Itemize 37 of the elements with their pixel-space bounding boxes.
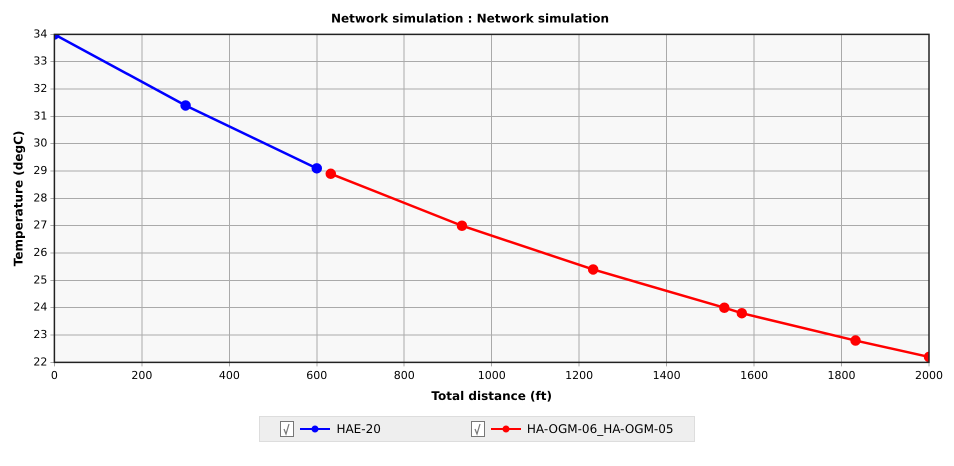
point xyxy=(326,168,336,180)
legend-label: HA-OGM-06_HA-OGM-05 xyxy=(526,422,674,436)
y-tick-label: 25 xyxy=(33,273,48,286)
x-tick-label: 0 xyxy=(50,368,58,382)
x-axis-title: Total distance (ft) xyxy=(431,388,552,403)
y-tick-label: 32 xyxy=(33,82,48,95)
y-tick-label: 30 xyxy=(33,136,48,150)
y-tick-label: 26 xyxy=(33,246,48,259)
y-tick-label: 22 xyxy=(33,355,48,368)
point xyxy=(456,220,468,231)
x-tick-label: 1400 xyxy=(652,368,681,382)
point xyxy=(180,100,191,111)
x-tick-label: 1600 xyxy=(740,368,768,382)
y-tick-label: 27 xyxy=(33,218,48,232)
point xyxy=(736,308,748,318)
point xyxy=(719,302,730,313)
x-tick-label: 200 xyxy=(131,368,152,382)
x-tick-label: 400 xyxy=(218,368,240,382)
x-tick-label: 2000 xyxy=(915,368,944,382)
y-tick-label: 29 xyxy=(33,164,48,177)
y-tick-label: 31 xyxy=(33,109,48,122)
x-tick-label: 1200 xyxy=(565,368,594,382)
point xyxy=(312,163,322,174)
y-tick-label: 33 xyxy=(33,54,48,68)
x-tick-label: 600 xyxy=(306,368,328,382)
point xyxy=(850,335,861,346)
y-axis-title: Temperature (degC) xyxy=(11,130,26,266)
x-tick-label: 1800 xyxy=(828,368,856,382)
point xyxy=(588,264,598,275)
y-tick-label: 28 xyxy=(33,191,48,204)
legend-label: HAE-20 xyxy=(336,422,381,436)
chart-title: Network simulation : Network simulation xyxy=(330,11,610,26)
x-tick-label: 1000 xyxy=(478,368,506,382)
y-tick-label: 23 xyxy=(33,328,48,341)
y-tick-label: 34 xyxy=(33,27,48,40)
y-tick-label: 24 xyxy=(33,300,48,314)
x-tick-label: 800 xyxy=(394,368,415,382)
